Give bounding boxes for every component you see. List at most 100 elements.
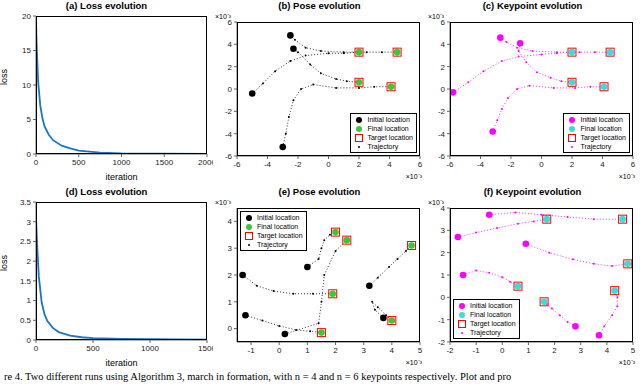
svg-text:1500: 1500 <box>155 158 173 167</box>
svg-text:1000: 1000 <box>141 344 159 353</box>
svg-text:-6: -6 <box>438 152 446 161</box>
svg-text:4: 4 <box>228 40 233 49</box>
svg-text:20: 20 <box>22 12 31 21</box>
html-text:×10⁻³: ×10⁻³ <box>215 13 232 20</box>
svg-text:-2: -2 <box>446 346 454 355</box>
svg-text:-4: -4 <box>438 130 446 139</box>
svg-text:4: 4 <box>441 40 446 49</box>
html-text:×10⁻³: ×10⁻³ <box>405 359 422 366</box>
svg-text:-2: -2 <box>225 107 233 116</box>
svg-text:5: 5 <box>27 115 32 124</box>
svg-text:loss: loss <box>8 254 9 271</box>
svg-text:500: 500 <box>86 344 100 353</box>
svg-text:2: 2 <box>228 63 233 72</box>
html-text:Final location: Final location <box>367 125 409 132</box>
svg-text:1500: 1500 <box>198 344 213 353</box>
svg-text:2: 2 <box>441 249 446 258</box>
svg-text:0: 0 <box>27 336 32 345</box>
svg-text:0: 0 <box>441 293 446 302</box>
svg-text:5: 5 <box>418 346 423 355</box>
html-text:(c) Keypoint evolution: (c) Keypoint evolution <box>482 0 583 11</box>
svg-text:2.5: 2.5 <box>20 237 32 246</box>
svg-text:-2: -2 <box>438 107 446 116</box>
svg-text:0: 0 <box>228 85 233 94</box>
html-text:re 4. Two different runs using: re 4. Two different runs using Algorithm… <box>4 371 512 382</box>
svg-text:3: 3 <box>361 346 366 355</box>
html-text:Initial location: Initial location <box>367 116 410 123</box>
svg-text:3.5: 3.5 <box>20 198 32 207</box>
svg-text:3: 3 <box>441 226 446 235</box>
svg-text:-6: -6 <box>233 160 241 169</box>
svg-text:-2: -2 <box>507 160 515 169</box>
svg-text:iteration: iteration <box>105 172 137 182</box>
svg-text:0: 0 <box>277 346 282 355</box>
svg-text:-6: -6 <box>446 160 454 169</box>
svg-text:6: 6 <box>631 160 632 169</box>
svg-text:-4: -4 <box>477 160 485 169</box>
svg-text:10: 10 <box>22 81 31 90</box>
html-text:×10⁻³: ×10⁻³ <box>405 173 422 180</box>
html-text:(a) Loss evolution: (a) Loss evolution <box>65 0 148 11</box>
svg-text:0: 0 <box>441 85 446 94</box>
svg-text:iteration: iteration <box>105 358 137 368</box>
svg-text:1: 1 <box>441 271 446 280</box>
svg-text:500: 500 <box>72 158 86 167</box>
svg-text:-4: -4 <box>264 160 272 169</box>
html-text:Final location: Final location <box>580 125 622 132</box>
html-text:Target location: Target location <box>367 134 413 141</box>
html-text:Initial location: Initial location <box>580 116 623 123</box>
svg-text:0: 0 <box>539 160 544 169</box>
svg-text:0: 0 <box>34 158 39 167</box>
svg-text:2: 2 <box>27 257 32 266</box>
svg-text:0: 0 <box>228 324 233 333</box>
svg-text:4: 4 <box>390 346 395 355</box>
svg-text:5: 5 <box>631 346 632 355</box>
svg-text:4: 4 <box>600 160 605 169</box>
svg-text:3: 3 <box>27 218 32 227</box>
svg-text:3: 3 <box>578 346 583 355</box>
svg-text:-6: -6 <box>225 152 233 161</box>
svg-text:2: 2 <box>333 346 338 355</box>
svg-text:0: 0 <box>326 160 331 169</box>
html-text:×10⁻³: ×10⁻³ <box>215 199 232 206</box>
svg-text:-1: -1 <box>248 346 256 355</box>
svg-text:1: 1 <box>305 346 310 355</box>
svg-text:-1: -1 <box>473 346 481 355</box>
html-text:Initial location: Initial location <box>257 214 300 221</box>
svg-text:-4: -4 <box>225 130 233 139</box>
svg-text:1: 1 <box>228 298 233 307</box>
svg-text:1000: 1000 <box>113 158 131 167</box>
svg-text:4: 4 <box>228 217 233 226</box>
html-text:×10⁻³: ×10⁻³ <box>428 13 445 20</box>
html-text:(d) Loss evolution: (d) Loss evolution <box>65 186 148 197</box>
svg-text:4: 4 <box>605 346 610 355</box>
svg-text:0.5: 0.5 <box>20 316 32 325</box>
svg-text:4: 4 <box>387 160 392 169</box>
svg-text:15: 15 <box>22 46 31 55</box>
html-text:Target location: Target location <box>580 134 626 141</box>
svg-text:-2: -2 <box>438 338 446 347</box>
svg-text:2: 2 <box>441 63 446 72</box>
svg-text:1.5: 1.5 <box>20 277 32 286</box>
svg-text:2: 2 <box>228 271 233 280</box>
svg-text:2: 2 <box>552 346 557 355</box>
html-text:(e) Pose evolution: (e) Pose evolution <box>278 186 361 197</box>
svg-text:-1: -1 <box>438 316 446 325</box>
svg-text:2: 2 <box>570 160 575 169</box>
svg-text:3: 3 <box>228 244 233 253</box>
svg-text:1: 1 <box>27 296 32 305</box>
svg-text:0: 0 <box>500 346 505 355</box>
svg-text:6: 6 <box>418 160 423 169</box>
svg-text:2000: 2000 <box>198 158 213 167</box>
html-text:Trajectory: Trajectory <box>367 143 399 150</box>
svg-text:loss: loss <box>8 68 9 85</box>
html-text:(f) Keypoint evolution: (f) Keypoint evolution <box>483 186 582 197</box>
html-text:(b) Pose evolution: (b) Pose evolution <box>278 0 361 11</box>
html-text:Trajectory: Trajectory <box>580 143 612 150</box>
html-text:×10⁻³: ×10⁻³ <box>618 173 635 180</box>
svg-text:2: 2 <box>357 160 362 169</box>
svg-text:-2: -2 <box>294 160 302 169</box>
svg-text:1: 1 <box>526 346 531 355</box>
svg-text:0: 0 <box>34 344 39 353</box>
svg-text:0: 0 <box>27 150 32 159</box>
